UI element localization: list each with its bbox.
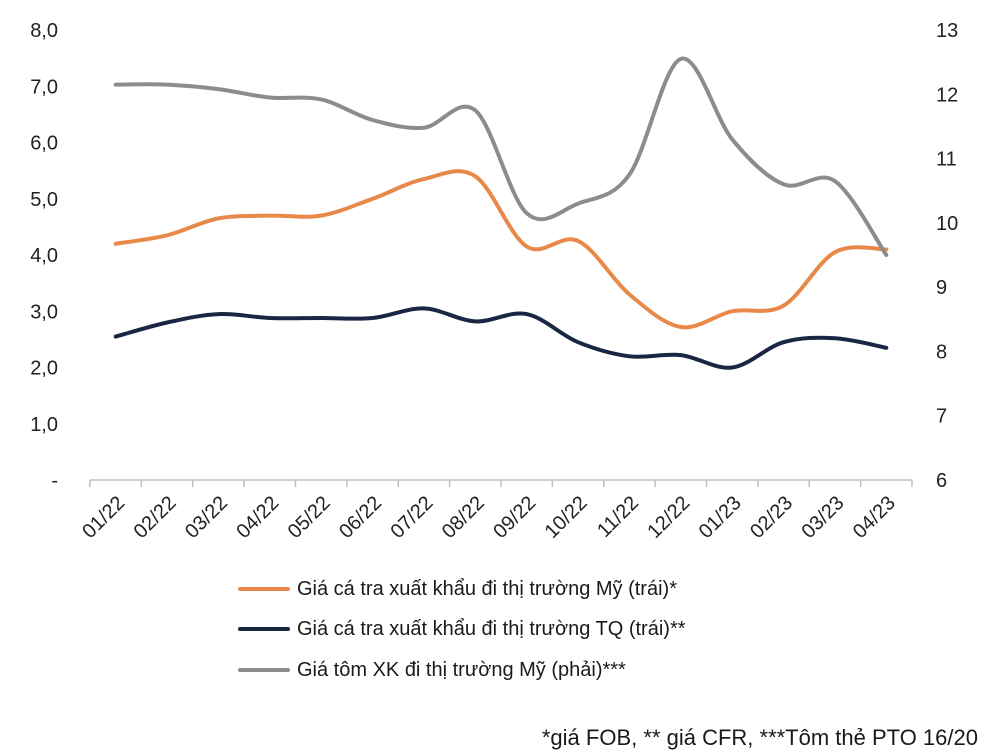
x-tick-label: 11/22 <box>593 492 643 542</box>
y-left-tick-label: 1,0 <box>30 414 58 436</box>
x-tick-label: 05/22 <box>284 492 335 543</box>
x-tick-label: 08/22 <box>438 492 489 543</box>
legend-label: Giá cá tra xuất khẩu đi thị trường Mỹ (t… <box>297 578 677 600</box>
y-left-tick-label: - <box>51 470 58 492</box>
x-tick-label: 10/22 <box>541 492 592 543</box>
legend: Giá cá tra xuất khẩu đi thị trường Mỹ (t… <box>238 578 686 681</box>
y-left-tick-label: 8,0 <box>30 20 58 42</box>
series-line-shrimp-us <box>113 56 889 257</box>
y-right-tick-label: 6 <box>936 470 947 492</box>
y-left-tick-label: 5,0 <box>30 189 58 211</box>
x-axis-ticks: 01/22 02/22 03/22 04/22 05/22 06/22 07/22 08/22… <box>78 480 913 543</box>
y-left-tick-label: 3,0 <box>30 301 58 323</box>
y-left-tick-label: 7,0 <box>30 76 58 98</box>
legend-item: Giá cá tra xuất khẩu đi thị trường TQ (t… <box>238 618 686 640</box>
y-left-tick-label: 4,0 <box>30 245 58 267</box>
x-tick-label: 09/22 <box>489 492 540 543</box>
x-tick-label: 07/22 <box>387 492 438 543</box>
x-tick-label: 06/22 <box>335 492 386 543</box>
y-axis-right: 6 7 8 9 10 11 12 13 <box>936 20 958 492</box>
legend-label: Giá cá tra xuất khẩu đi thị trường TQ (t… <box>297 618 686 640</box>
legend-item: Giá cá tra xuất khẩu đi thị trường Mỹ (t… <box>238 578 677 600</box>
x-tick-label: 01/23 <box>695 492 746 543</box>
footnote: *giá FOB, ** giá CFR, ***Tôm thẻ PTO 16/… <box>542 725 978 750</box>
series-lines <box>113 56 889 370</box>
x-tick-label: 03/23 <box>798 492 849 543</box>
x-tick-label: 04/23 <box>849 492 900 543</box>
y-right-tick-label: 8 <box>936 341 947 363</box>
x-tick-label: 04/22 <box>232 492 283 543</box>
y-right-tick-label: 11 <box>936 149 957 171</box>
y-right-tick-label: 10 <box>936 213 958 235</box>
x-tick-label: 01/22 <box>78 492 129 543</box>
y-right-tick-label: 13 <box>936 20 958 42</box>
y-right-tick-label: 9 <box>936 277 947 299</box>
legend-item: Giá tôm XK đi thị trường Mỹ (phải)*** <box>238 659 626 681</box>
x-tick-label: 02/23 <box>746 492 797 543</box>
y-right-tick-label: 12 <box>936 84 958 106</box>
y-left-tick-label: 2,0 <box>30 358 58 380</box>
y-left-tick-label: 6,0 <box>30 133 58 155</box>
x-tick-label: 12/22 <box>643 492 694 543</box>
x-tick-label: 02/22 <box>130 492 181 543</box>
y-axis-left: - 1,0 2,0 3,0 4,0 5,0 6,0 7,0 8,0 <box>30 20 58 492</box>
legend-label: Giá tôm XK đi thị trường Mỹ (phải)*** <box>297 659 626 681</box>
series-line-pangasius-us <box>113 169 889 330</box>
series-line-pangasius-china <box>113 306 889 370</box>
x-tick-label: 03/22 <box>181 492 232 543</box>
y-right-tick-label: 7 <box>936 406 947 428</box>
